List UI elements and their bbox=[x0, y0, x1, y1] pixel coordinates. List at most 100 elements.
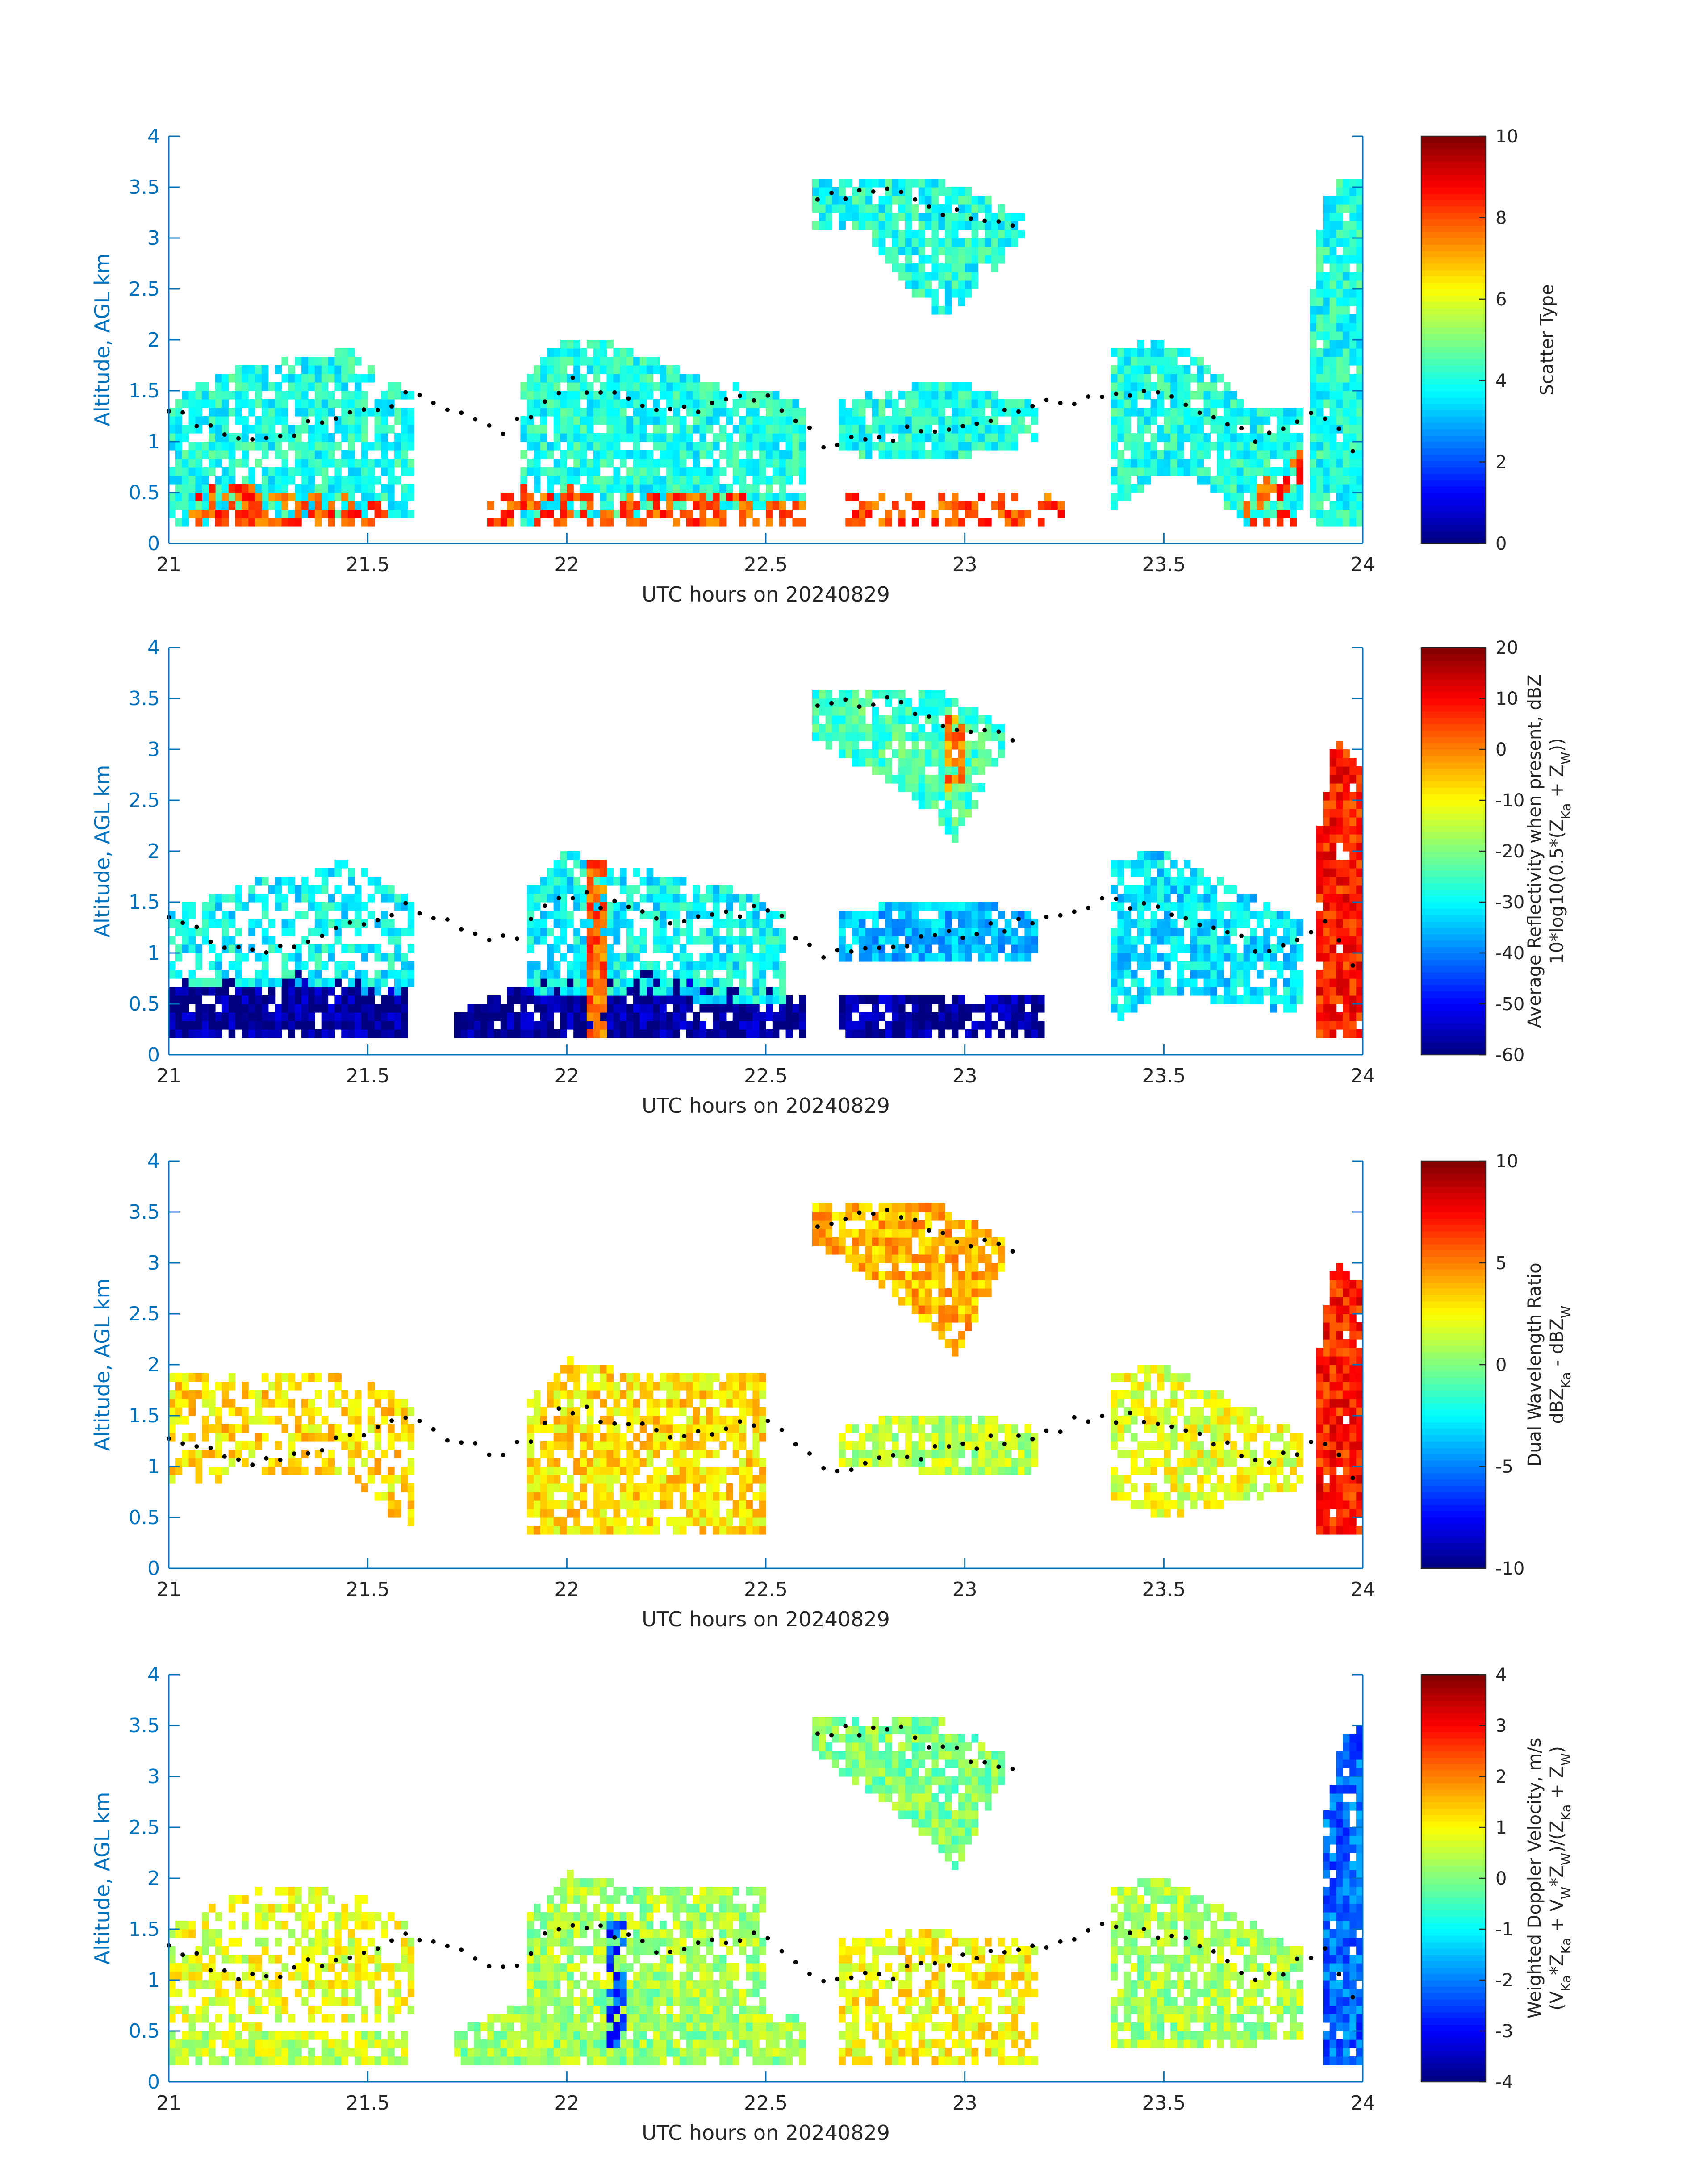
heatmap-cell bbox=[898, 707, 906, 716]
heatmap-cell bbox=[639, 408, 647, 417]
heatmap-cell bbox=[633, 399, 640, 408]
heatmap-cell bbox=[1356, 263, 1363, 272]
heatmap-cell bbox=[275, 416, 282, 425]
heatmap-cell bbox=[646, 365, 654, 374]
heatmap-cell bbox=[374, 493, 381, 501]
heatmap-cell bbox=[812, 690, 819, 699]
heatmap-cell bbox=[639, 425, 647, 434]
heatmap-cell bbox=[898, 995, 906, 1004]
heatmap-cell bbox=[998, 911, 1005, 919]
heatmap-cell bbox=[514, 987, 521, 996]
heatmap-cell bbox=[1164, 442, 1171, 451]
heatmap-cell bbox=[1356, 357, 1363, 366]
heatmap-cell bbox=[361, 987, 368, 996]
heatmap-cell bbox=[759, 467, 766, 476]
heatmap-cell bbox=[507, 1004, 514, 1013]
heatmap-cell bbox=[931, 391, 939, 400]
heatmap-cell bbox=[540, 374, 547, 383]
heatmap-cell bbox=[971, 204, 978, 213]
heatmap-cell bbox=[1349, 860, 1357, 869]
heatmap-cell bbox=[666, 382, 673, 391]
heatmap-cell bbox=[898, 944, 906, 953]
heatmap-cell bbox=[951, 928, 959, 936]
heatmap-cell bbox=[892, 995, 899, 1004]
heatmap-cell bbox=[991, 928, 998, 936]
heatmap-cell bbox=[1356, 323, 1363, 332]
heatmap-cell bbox=[1329, 255, 1337, 264]
heatmap-cell bbox=[858, 749, 866, 758]
heatmap-cell bbox=[606, 1004, 614, 1013]
heatmap-cell bbox=[1356, 775, 1363, 784]
heatmap-cell bbox=[686, 1029, 693, 1038]
heatmap-cell bbox=[1336, 357, 1344, 366]
heatmap-cell bbox=[1230, 987, 1237, 996]
heatmap-cell bbox=[666, 1029, 673, 1038]
heatmap-cell bbox=[248, 978, 255, 987]
heatmap-cell bbox=[1316, 331, 1324, 340]
heatmap-cell bbox=[666, 894, 673, 903]
heatmap-cell bbox=[520, 1004, 527, 1013]
heatmap-cell bbox=[898, 433, 906, 442]
heatmap-cell bbox=[261, 416, 269, 425]
heatmap-cell bbox=[1183, 459, 1191, 468]
heatmap-cell bbox=[679, 1021, 687, 1030]
heatmap-cell bbox=[1296, 459, 1303, 468]
y-tick-label: 1 bbox=[147, 430, 160, 453]
heatmap-cell bbox=[580, 987, 587, 996]
heatmap-cell bbox=[673, 1012, 680, 1021]
heatmap-cell bbox=[998, 1029, 1005, 1038]
heatmap-cell bbox=[195, 416, 202, 425]
heatmap-cell bbox=[613, 425, 620, 434]
heatmap-cell bbox=[407, 459, 415, 468]
heatmap-cell bbox=[586, 382, 594, 391]
heatmap-cell bbox=[1336, 1021, 1344, 1030]
heatmap-cell bbox=[1263, 501, 1270, 510]
heatmap-cell bbox=[726, 1021, 733, 1030]
heatmap-cell bbox=[1349, 408, 1357, 417]
heatmap-cell bbox=[401, 493, 408, 501]
heatmap-cell bbox=[361, 518, 368, 527]
heatmap-cell bbox=[1329, 365, 1337, 374]
heatmap-cell bbox=[1250, 425, 1257, 434]
heatmap-cell bbox=[686, 391, 693, 400]
heatmap-cell bbox=[799, 518, 806, 527]
heatmap-cell bbox=[175, 467, 183, 476]
heatmap-cell bbox=[779, 1004, 786, 1013]
heatmap-cell bbox=[1236, 911, 1244, 919]
heatmap-cell bbox=[215, 391, 222, 400]
heatmap-cell bbox=[567, 978, 574, 987]
x-tick-label: 24 bbox=[1350, 553, 1375, 576]
heatmap-cell bbox=[467, 1021, 474, 1030]
melting-layer-marker bbox=[765, 393, 770, 398]
heatmap-cell bbox=[686, 467, 693, 476]
heatmap-cell bbox=[553, 467, 561, 476]
heatmap-cell bbox=[188, 510, 196, 518]
heatmap-cell bbox=[1336, 289, 1344, 298]
heatmap-cell bbox=[1349, 213, 1357, 221]
melting-layer-marker bbox=[857, 188, 862, 193]
heatmap-cell bbox=[467, 1012, 474, 1021]
heatmap-cell bbox=[633, 987, 640, 996]
melting-layer-marker bbox=[974, 421, 979, 426]
heatmap-cell bbox=[898, 391, 906, 400]
heatmap-cell bbox=[1316, 450, 1324, 459]
heatmap-cell bbox=[314, 961, 322, 970]
heatmap-cell bbox=[606, 450, 614, 459]
heatmap-cell bbox=[646, 510, 654, 518]
heatmap-cell bbox=[646, 382, 654, 391]
heatmap-cell bbox=[978, 416, 985, 425]
heatmap-cell bbox=[1117, 902, 1124, 911]
heatmap-cell bbox=[334, 442, 342, 451]
heatmap-cell bbox=[945, 1004, 952, 1013]
heatmap-cell bbox=[1236, 961, 1244, 970]
panel-scatter-type: 21 21.5 22 22.5 23 23.5 2400.511.522.533.54UTC… bbox=[90, 125, 1558, 606]
heatmap-cell bbox=[195, 953, 202, 962]
heatmap-cell bbox=[666, 399, 673, 408]
heatmap-cell bbox=[1124, 433, 1131, 442]
heatmap-cell bbox=[527, 970, 534, 979]
heatmap-cell bbox=[779, 987, 786, 996]
heatmap-cell bbox=[938, 238, 945, 247]
heatmap-cell bbox=[792, 1012, 799, 1021]
heatmap-cell bbox=[958, 928, 965, 936]
heatmap-cell bbox=[255, 382, 262, 391]
